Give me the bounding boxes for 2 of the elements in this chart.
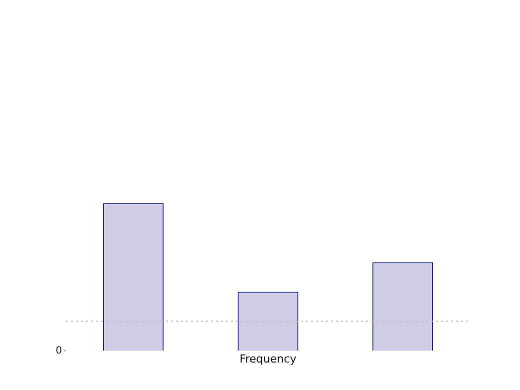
- x-axis-title: Frequency: [240, 352, 297, 366]
- text: 0: [56, 345, 62, 356]
